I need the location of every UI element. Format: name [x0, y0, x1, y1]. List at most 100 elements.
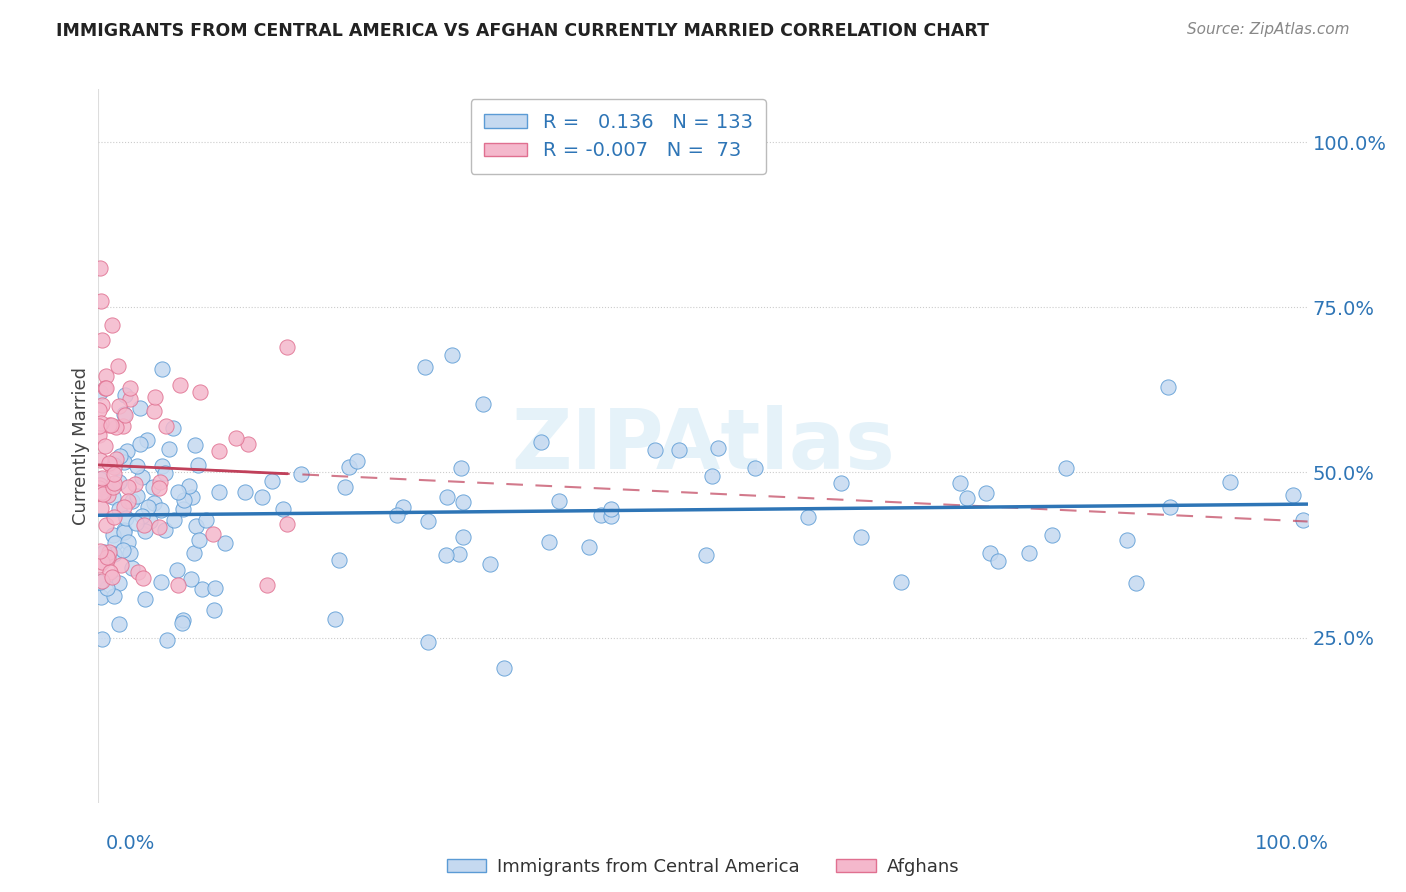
- Point: [153, 467, 176, 481]
- Point: [89, 453, 111, 467]
- Point: [129, 437, 152, 451]
- Point: [98, 457, 121, 471]
- Point: [578, 540, 600, 554]
- Point: [202, 602, 225, 616]
- Point: [191, 582, 214, 596]
- Point: [208, 484, 231, 499]
- Point: [797, 510, 820, 524]
- Point: [104, 420, 127, 434]
- Point: [108, 501, 131, 516]
- Point: [114, 408, 136, 422]
- Point: [128, 401, 150, 416]
- Point: [471, 397, 494, 411]
- Point: [103, 509, 125, 524]
- Point: [89, 544, 111, 558]
- Point: [89, 486, 111, 500]
- Point: [134, 524, 156, 539]
- Point: [700, 469, 723, 483]
- Point: [195, 513, 218, 527]
- Point: [436, 548, 458, 562]
- Legend: R =   0.136   N = 133, R = -0.007   N =  73: R = 0.136 N = 133, R = -0.007 N = 73: [471, 99, 766, 174]
- Point: [184, 438, 207, 452]
- Point: [118, 546, 141, 560]
- Point: [415, 359, 437, 374]
- Point: [181, 490, 204, 504]
- Point: [132, 518, 155, 533]
- Point: [131, 571, 153, 585]
- Point: [1159, 500, 1181, 515]
- Point: [124, 477, 146, 491]
- Point: [150, 503, 173, 517]
- Point: [202, 527, 225, 541]
- Point: [111, 543, 134, 558]
- Text: 100.0%: 100.0%: [1254, 834, 1329, 853]
- Point: [707, 441, 730, 455]
- Legend: Immigrants from Central America, Afghans: Immigrants from Central America, Afghans: [440, 851, 966, 883]
- Point: [172, 502, 194, 516]
- Point: [163, 513, 186, 527]
- Point: [103, 589, 125, 603]
- Point: [136, 500, 159, 514]
- Point: [451, 494, 474, 508]
- Point: [94, 439, 117, 453]
- Point: [100, 417, 122, 432]
- Point: [955, 491, 977, 506]
- Point: [112, 524, 135, 538]
- Point: [117, 494, 139, 508]
- Point: [108, 616, 131, 631]
- Point: [104, 536, 127, 550]
- Point: [494, 661, 516, 675]
- Point: [172, 615, 194, 630]
- Point: [974, 485, 997, 500]
- Point: [108, 475, 131, 489]
- Point: [142, 480, 165, 494]
- Point: [134, 592, 156, 607]
- Point: [600, 502, 623, 516]
- Point: [1282, 488, 1305, 502]
- Point: [87, 419, 110, 434]
- Point: [121, 561, 143, 575]
- Point: [644, 442, 666, 457]
- Point: [187, 533, 209, 547]
- Point: [589, 508, 612, 522]
- Point: [187, 458, 209, 472]
- Point: [337, 460, 360, 475]
- Point: [387, 508, 409, 522]
- Point: [108, 576, 131, 591]
- Point: [180, 572, 202, 586]
- Point: [142, 496, 165, 510]
- Point: [1115, 533, 1137, 547]
- Point: [148, 520, 170, 534]
- Point: [103, 476, 125, 491]
- Point: [290, 467, 312, 482]
- Point: [208, 444, 231, 458]
- Point: [599, 509, 621, 524]
- Point: [186, 519, 208, 533]
- Point: [103, 460, 125, 475]
- Point: [416, 514, 439, 528]
- Point: [97, 488, 120, 502]
- Point: [276, 340, 298, 354]
- Point: [260, 474, 283, 488]
- Point: [91, 487, 114, 501]
- Point: [450, 460, 472, 475]
- Point: [250, 490, 273, 504]
- Point: [96, 483, 118, 498]
- Point: [890, 575, 912, 590]
- Point: [108, 399, 131, 413]
- Point: [830, 476, 852, 491]
- Point: [479, 557, 502, 571]
- Point: [120, 392, 142, 406]
- Text: ZIPAtlas: ZIPAtlas: [510, 406, 896, 486]
- Point: [276, 517, 298, 532]
- Point: [173, 492, 195, 507]
- Point: [87, 558, 110, 572]
- Point: [150, 574, 173, 589]
- Point: [89, 478, 111, 492]
- Point: [103, 548, 125, 562]
- Point: [114, 524, 136, 539]
- Point: [90, 590, 112, 604]
- Point: [1219, 475, 1241, 490]
- Point: [101, 570, 124, 584]
- Point: [166, 485, 188, 500]
